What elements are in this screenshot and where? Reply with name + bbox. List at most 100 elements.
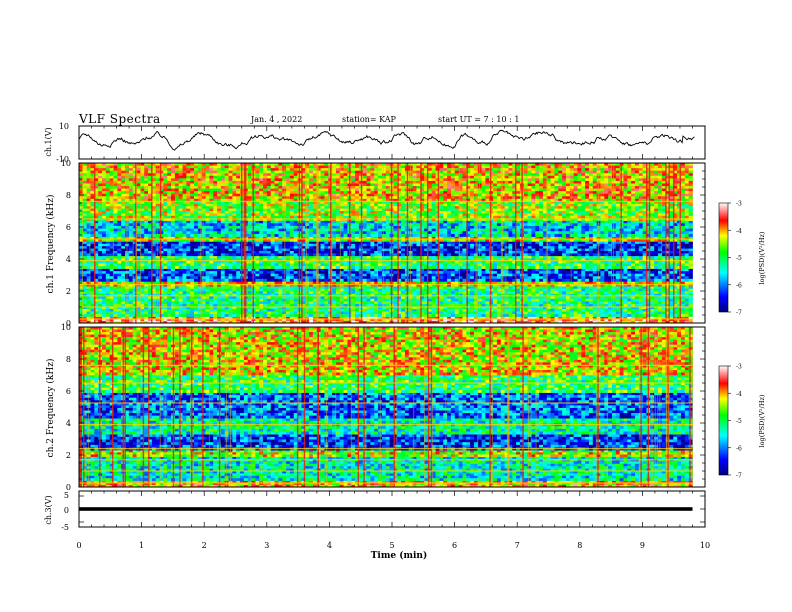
spectrogram-cell	[213, 286, 217, 289]
spectrogram-cell	[321, 314, 325, 317]
spectrogram-cell	[332, 289, 336, 292]
spectrogram-cell	[482, 304, 486, 307]
spectrogram-cell	[508, 281, 512, 284]
spectrogram-cell	[286, 291, 290, 294]
spectrogram-cell	[635, 304, 639, 307]
spectrogram-cell	[443, 289, 447, 292]
spectrogram-cell	[351, 314, 355, 317]
spectrogram-cell	[309, 286, 313, 289]
spectrogram-cell	[409, 291, 413, 294]
spectrogram-cell	[493, 289, 497, 292]
spectrogram-cell	[114, 286, 118, 289]
spectrogram-cell	[102, 309, 106, 312]
spectrogram-cell	[600, 281, 604, 284]
spectrogram-cell	[221, 299, 225, 302]
spectrogram-cell	[171, 314, 175, 317]
spectrogram-cell	[321, 312, 325, 315]
spectrogram-cell	[585, 304, 589, 307]
spectrogram-cell	[627, 296, 631, 299]
spectrogram-cell	[616, 314, 620, 317]
spectrogram-cell	[451, 289, 455, 292]
spectrogram-cell	[294, 296, 298, 299]
spectrogram-cell	[689, 309, 693, 312]
spectrogram-cell	[581, 314, 585, 317]
spectrogram-cell	[616, 286, 620, 289]
spectrogram-cell	[370, 314, 374, 317]
spectrogram-cell	[528, 289, 532, 292]
spectrogram-cell	[202, 296, 206, 299]
spectrogram-cell	[562, 286, 566, 289]
spectrogram-cell	[447, 289, 451, 292]
spectrogram-cell	[263, 304, 267, 307]
spectrogram-cell	[367, 296, 371, 299]
spectrogram-cell	[83, 291, 87, 294]
spectrogram-cell	[374, 309, 378, 312]
spectrogram-cell	[681, 304, 685, 307]
spectrogram-cell	[597, 304, 601, 307]
spectrogram-cell	[87, 286, 91, 289]
spectrogram-cell	[255, 314, 259, 317]
spectrogram-cell	[551, 289, 555, 292]
spectrogram-cell	[83, 301, 87, 304]
spectrogram-cell	[401, 281, 405, 284]
spectrogram-cell	[194, 296, 198, 299]
spectrogram-cell	[551, 291, 555, 294]
spectrogram-cell	[374, 301, 378, 304]
spectrogram-cell	[416, 291, 420, 294]
spectrogram-cell	[259, 281, 263, 284]
spectrogram-cell	[171, 289, 175, 292]
spectrogram-cell	[600, 296, 604, 299]
spectrogram-cell	[470, 312, 474, 315]
spectrogram-cell	[87, 312, 91, 315]
spectrogram-cell	[554, 309, 558, 312]
spectrogram-cell	[616, 301, 620, 304]
spectrogram-cell	[482, 289, 486, 292]
spectrogram-cell	[286, 304, 290, 307]
spectrogram-cell	[639, 286, 643, 289]
spectrogram-cell	[351, 296, 355, 299]
spectrogram-cell	[443, 314, 447, 317]
spectrogram-cell	[378, 312, 382, 315]
spectrogram-cell	[570, 286, 574, 289]
spectrogram-cell	[432, 291, 436, 294]
spectrogram-cell	[137, 301, 141, 304]
spectrogram-cell	[213, 301, 217, 304]
spectrogram-cell	[290, 281, 294, 284]
spectrogram-cell	[144, 296, 148, 299]
spectrogram-cell	[378, 299, 382, 302]
spectrogram-cell	[689, 314, 693, 317]
spectrogram-cell	[669, 286, 673, 289]
spectrogram-cell	[631, 296, 635, 299]
spectrogram-cell	[206, 296, 210, 299]
spectrogram-cell	[570, 301, 574, 304]
spectrogram-cell	[577, 301, 581, 304]
spectrogram-cell	[413, 304, 417, 307]
spectrogram-cell	[225, 281, 229, 284]
spectrogram-cell	[524, 281, 528, 284]
spectrogram-cell	[179, 312, 183, 315]
spectrogram-cell	[600, 309, 604, 312]
spectrogram-cell	[290, 289, 294, 292]
spectrogram-cell	[179, 296, 183, 299]
spectrogram-cell	[194, 301, 198, 304]
spectrogram-cell	[566, 304, 570, 307]
spectrogram-cell	[259, 296, 263, 299]
spectrogram-cell	[654, 286, 658, 289]
spectrogram-cell	[566, 286, 570, 289]
spectrogram-cell	[627, 289, 631, 292]
spectrogram-cell	[225, 309, 229, 312]
spectrogram-cell	[290, 286, 294, 289]
spectrogram-cell	[213, 281, 217, 284]
spectrogram-cell	[370, 281, 374, 284]
spectrogram-cell	[282, 304, 286, 307]
spectrogram-cell	[455, 286, 459, 289]
spectrogram-cell	[156, 299, 160, 302]
spectrogram-cell	[451, 312, 455, 315]
spectrogram-cell	[524, 312, 528, 315]
spectrogram-cell	[585, 286, 589, 289]
spectrogram-cell	[577, 286, 581, 289]
spectrogram-cell	[416, 309, 420, 312]
spectrogram-cell	[87, 309, 91, 312]
spectrogram-cell	[355, 314, 359, 317]
spectrogram-cell	[535, 286, 539, 289]
